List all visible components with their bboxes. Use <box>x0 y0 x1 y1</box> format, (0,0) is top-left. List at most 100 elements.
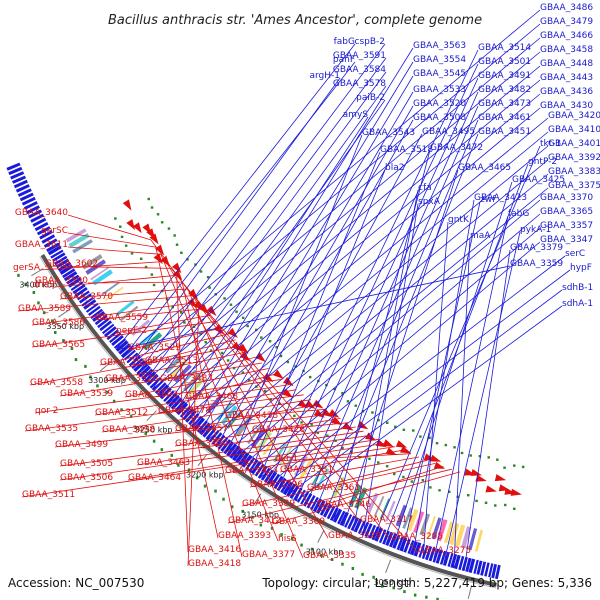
reverse-gene-label-leader <box>155 247 219 539</box>
reverse-gene-label-leader <box>136 430 364 466</box>
reverse-gene-label: GBAA_3640 <box>15 208 68 218</box>
forward-gene-label: GBAA_3473 <box>478 99 531 109</box>
gc-mark <box>167 227 171 230</box>
forward-gene-label-leader <box>333 149 431 522</box>
forward-gene <box>123 349 136 361</box>
gc-mark <box>50 319 54 323</box>
gc-mark <box>260 336 263 339</box>
forward-gene <box>495 564 501 580</box>
forward-gene <box>263 469 274 483</box>
reverse-gene <box>155 244 165 256</box>
forward-gene-label-leader <box>250 151 381 473</box>
reverse-gene <box>262 372 274 383</box>
reverse-gene-label: GBAA_3418 <box>188 559 241 569</box>
forward-gene <box>10 171 25 180</box>
reverse-gene-label: GBAA_3424 <box>225 466 278 476</box>
gc-mark <box>247 379 251 382</box>
reverse-gene-label: hisS <box>278 534 297 544</box>
forward-gene-label: serC <box>565 249 585 259</box>
gc-mark <box>203 484 207 488</box>
forward-gene <box>59 264 74 275</box>
forward-gene-label-leader <box>286 289 563 497</box>
reverse-gene <box>122 199 132 211</box>
gc-mark <box>156 213 160 216</box>
reverse-gene-label-leader <box>39 261 167 271</box>
forward-gene-label-leader <box>190 61 414 427</box>
gc-mark <box>246 324 249 328</box>
reverse-gene-label: GBAA_3590 <box>35 276 88 286</box>
gc-mark <box>120 235 124 239</box>
gc-mark <box>425 595 428 599</box>
reverse-gene <box>171 262 182 274</box>
reverse-gene-label: gerSC <box>41 226 68 236</box>
forward-gene <box>407 540 415 554</box>
genome-backbone <box>40 253 497 587</box>
forward-gene-label-leader <box>215 105 414 448</box>
reverse-gene-label: GBAA_3506 <box>60 473 113 483</box>
reverse-gene-label: GBAA_3529 <box>128 343 181 353</box>
forward-gene-label: GBAA_3514 <box>478 43 531 53</box>
feature-segment <box>436 519 448 542</box>
forward-gene-label-leader <box>422 221 449 559</box>
feature-segment <box>385 500 396 522</box>
forward-gene <box>396 536 404 551</box>
gc-mark <box>199 332 202 335</box>
forward-gene <box>30 213 45 223</box>
forward-gene-label-leader <box>151 65 541 390</box>
forward-gene-label: sdhB-1 <box>562 283 593 293</box>
gc-mark <box>293 414 296 418</box>
reverse-gene-label-leader <box>67 214 152 241</box>
forward-gene <box>468 558 476 573</box>
reverse-gene-label-leader <box>31 320 218 348</box>
reverse-gene-label-leader <box>24 394 304 432</box>
feature-segment <box>474 529 483 552</box>
gc-mark <box>487 456 490 459</box>
reverse-gene-label-leader <box>193 295 419 554</box>
gc-mark <box>24 282 27 286</box>
reverse-gene-label-leader <box>144 339 236 364</box>
reverse-gene <box>382 439 394 447</box>
reverse-gene-label: GBAA_3586 <box>32 318 85 328</box>
forward-gene-label: GBAA_3443 <box>540 73 593 83</box>
gc-mark <box>478 455 482 458</box>
feature-segment <box>90 266 110 281</box>
feature-segment <box>115 300 135 317</box>
gc-mark <box>381 584 384 588</box>
forward-gene <box>111 334 124 346</box>
reverse-gene <box>142 223 152 235</box>
gc-mark <box>144 265 148 269</box>
forward-gene <box>106 329 119 341</box>
reverse-gene-label-leader <box>87 281 183 284</box>
scale-tick-label: 3400 kbp <box>19 281 57 290</box>
gc-mark <box>114 217 117 220</box>
accession-text: Accession: NC_007530 <box>8 576 144 590</box>
reverse-gene-label-leader <box>157 389 297 414</box>
forward-gene <box>491 563 497 579</box>
forward-gene <box>368 524 377 539</box>
reverse-gene-label-leader <box>34 378 283 414</box>
gc-mark <box>341 562 344 566</box>
scale-tick-mark <box>146 410 157 422</box>
reverse-gene-label: GBAA_3396 <box>250 480 303 490</box>
gc-mark <box>129 414 133 418</box>
gc-mark <box>263 389 267 393</box>
gc-mark <box>460 451 464 455</box>
gc-mark <box>54 331 57 334</box>
forward-gene <box>374 527 383 542</box>
forward-gene <box>439 550 447 565</box>
gc-mark <box>386 421 389 424</box>
forward-gene-label-leader <box>159 79 541 398</box>
gc-mark <box>152 439 156 443</box>
reverse-gene-label: GBAA_3513 <box>145 356 198 366</box>
forward-gene-label: cspB-2 <box>355 37 386 47</box>
forward-gene <box>104 326 117 338</box>
gc-mark <box>394 425 397 428</box>
gc-mark <box>316 431 320 434</box>
gc-mark <box>429 486 432 489</box>
forward-gene <box>319 502 329 516</box>
reverse-gene <box>206 305 217 316</box>
forward-gene <box>17 188 32 197</box>
forward-gene-label-leader <box>215 173 549 448</box>
reverse-gene-label-leader <box>124 368 269 398</box>
